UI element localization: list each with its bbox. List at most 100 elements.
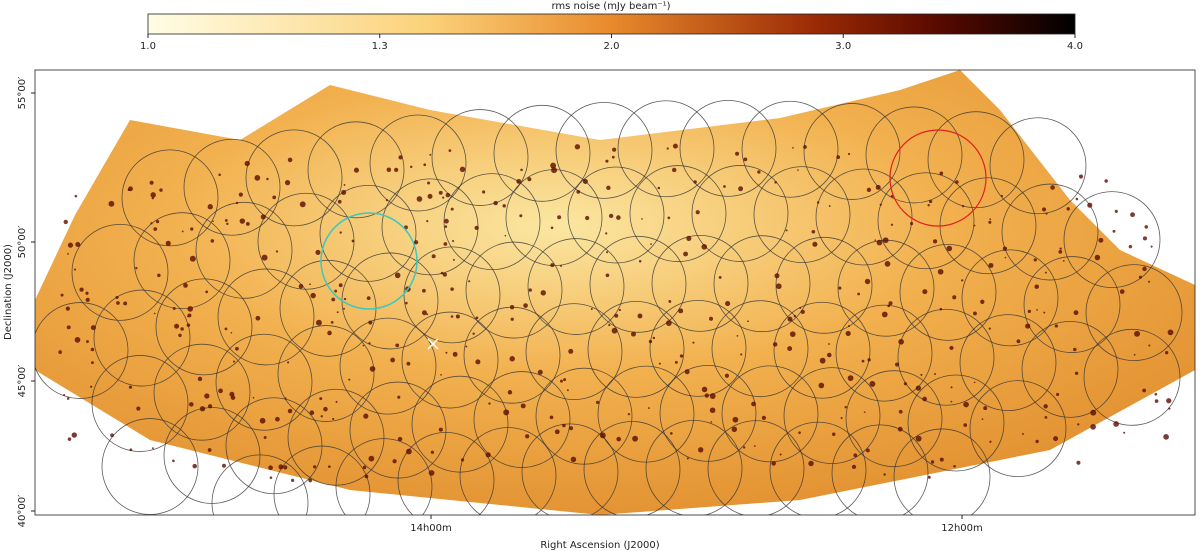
source bbox=[67, 242, 74, 248]
source bbox=[172, 307, 176, 311]
source bbox=[738, 186, 744, 192]
source bbox=[445, 351, 448, 354]
source bbox=[753, 445, 756, 447]
pointing-circle bbox=[217, 268, 315, 366]
source bbox=[723, 185, 726, 188]
source bbox=[362, 465, 367, 470]
source bbox=[950, 386, 953, 389]
colorbar bbox=[147, 13, 1076, 35]
source bbox=[1066, 207, 1070, 211]
source bbox=[66, 325, 71, 330]
source bbox=[259, 417, 266, 424]
source bbox=[287, 361, 290, 364]
source bbox=[157, 273, 161, 278]
source bbox=[174, 323, 180, 329]
source bbox=[474, 225, 479, 231]
source bbox=[927, 475, 931, 479]
marker-x bbox=[427, 338, 439, 350]
pointing-circle bbox=[443, 173, 541, 271]
source bbox=[939, 171, 944, 176]
pointing-circle bbox=[711, 300, 809, 398]
source bbox=[550, 162, 557, 169]
source bbox=[299, 201, 306, 208]
source bbox=[527, 177, 532, 182]
source bbox=[364, 474, 369, 479]
source bbox=[224, 327, 228, 331]
source bbox=[1043, 404, 1048, 409]
source bbox=[428, 470, 435, 476]
source bbox=[674, 360, 678, 364]
source bbox=[369, 366, 376, 372]
source bbox=[611, 155, 615, 159]
source bbox=[732, 416, 739, 423]
source bbox=[950, 400, 953, 403]
source bbox=[423, 163, 427, 167]
source bbox=[895, 362, 900, 367]
source bbox=[90, 325, 96, 331]
source bbox=[1144, 225, 1149, 229]
source bbox=[244, 160, 250, 167]
source bbox=[1154, 399, 1159, 403]
pointing-circle bbox=[753, 166, 851, 263]
source bbox=[260, 214, 266, 220]
source bbox=[787, 346, 793, 352]
source bbox=[405, 301, 408, 305]
source bbox=[208, 404, 213, 409]
pointing-circle bbox=[71, 223, 169, 321]
source bbox=[153, 227, 158, 231]
source bbox=[108, 200, 115, 207]
source bbox=[493, 200, 498, 206]
source bbox=[883, 473, 886, 476]
source bbox=[197, 376, 203, 382]
source bbox=[1073, 310, 1079, 316]
source bbox=[1045, 212, 1048, 215]
source bbox=[980, 299, 985, 304]
source bbox=[816, 201, 820, 204]
source bbox=[928, 199, 933, 204]
source bbox=[230, 331, 233, 334]
source bbox=[440, 373, 442, 376]
source bbox=[560, 379, 563, 383]
source bbox=[709, 407, 716, 414]
pointing-circle bbox=[721, 365, 819, 463]
source bbox=[444, 218, 449, 224]
colorbar-tick-label: 3.0 bbox=[835, 41, 851, 52]
pointing-circle bbox=[645, 420, 743, 515]
highlight-circle bbox=[889, 129, 987, 227]
source bbox=[1123, 431, 1126, 434]
source bbox=[952, 295, 957, 300]
source bbox=[693, 180, 697, 184]
source bbox=[503, 409, 510, 416]
source bbox=[327, 330, 332, 336]
source bbox=[392, 459, 397, 464]
source bbox=[283, 465, 288, 470]
source bbox=[949, 345, 954, 351]
source bbox=[450, 207, 454, 211]
source bbox=[426, 220, 429, 223]
source bbox=[672, 143, 678, 149]
source bbox=[988, 262, 994, 268]
x-axis-label: Right Ascension (J2000) bbox=[540, 540, 659, 551]
source bbox=[328, 465, 331, 469]
source bbox=[1058, 249, 1063, 254]
source bbox=[60, 293, 64, 297]
source bbox=[963, 423, 968, 427]
source bbox=[1119, 289, 1125, 294]
source bbox=[468, 280, 471, 283]
source bbox=[323, 406, 328, 412]
source bbox=[229, 391, 235, 397]
source bbox=[338, 283, 343, 288]
source bbox=[566, 389, 569, 392]
source bbox=[888, 301, 893, 306]
source bbox=[341, 189, 347, 195]
pointing-circle bbox=[1021, 320, 1119, 418]
source bbox=[422, 288, 426, 293]
source bbox=[698, 447, 704, 453]
source bbox=[343, 297, 347, 301]
source bbox=[155, 219, 160, 224]
source bbox=[1112, 229, 1116, 233]
source bbox=[989, 440, 992, 443]
source bbox=[932, 239, 938, 244]
pointing-circle bbox=[707, 420, 805, 515]
source bbox=[459, 166, 466, 173]
